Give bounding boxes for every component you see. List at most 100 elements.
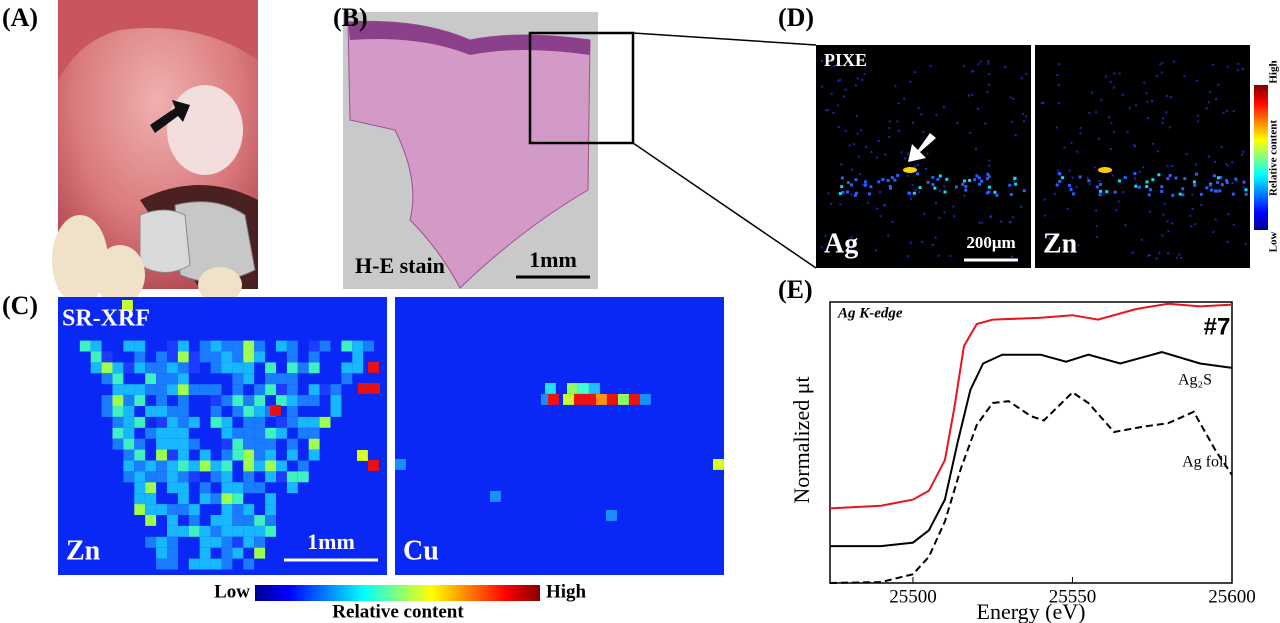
pixe-dot bbox=[839, 192, 842, 195]
xrf-cell bbox=[178, 482, 189, 493]
xrf-cell bbox=[134, 493, 145, 504]
pixe-dot bbox=[1122, 191, 1124, 193]
xrf-cell bbox=[156, 461, 167, 472]
pixe-dot bbox=[871, 151, 873, 153]
xrf-cell bbox=[243, 417, 254, 428]
label: Cu bbox=[403, 535, 439, 566]
xrf-cell bbox=[123, 395, 134, 406]
pixe-dot bbox=[1183, 177, 1186, 180]
label: Low bbox=[1268, 232, 1280, 253]
pixe-dot bbox=[1206, 107, 1208, 109]
pixe-dot bbox=[963, 65, 965, 67]
xrf-cell bbox=[145, 373, 156, 384]
xrf-cell bbox=[178, 504, 189, 515]
xrf-cell bbox=[629, 394, 640, 405]
pixe-dot bbox=[1025, 73, 1027, 75]
pixe-dot bbox=[1100, 99, 1102, 101]
xrf-cell bbox=[265, 471, 276, 482]
pixe-dot bbox=[1068, 184, 1071, 187]
label: 1mm bbox=[307, 529, 355, 554]
pixe-dot bbox=[907, 153, 909, 155]
series-line bbox=[830, 392, 1232, 583]
xrf-cell bbox=[287, 373, 298, 384]
xrf-cell bbox=[167, 439, 178, 450]
xrf-cell bbox=[270, 405, 281, 416]
xrf-cell bbox=[276, 471, 287, 482]
pixe-dot bbox=[1156, 258, 1158, 260]
xrf-cell bbox=[276, 417, 287, 428]
xrf-cell bbox=[232, 548, 243, 559]
xrf-cell bbox=[156, 384, 167, 395]
pixe-dot bbox=[1088, 112, 1090, 114]
pixe-dot bbox=[1237, 69, 1239, 71]
xrf-cell bbox=[243, 428, 254, 439]
xrf-cell bbox=[200, 537, 211, 548]
pixe-dot bbox=[1044, 215, 1046, 217]
label: (A) bbox=[2, 3, 38, 32]
pixe-dot bbox=[1020, 206, 1022, 208]
pixe-dot bbox=[912, 122, 914, 124]
pixe-dot bbox=[914, 71, 916, 73]
xrf-cell bbox=[265, 439, 276, 450]
pixe-dot bbox=[1169, 126, 1171, 128]
pixe-dot bbox=[1210, 189, 1213, 192]
xrf-cell bbox=[232, 395, 243, 406]
pixe-dot bbox=[918, 191, 920, 193]
pixe-dot bbox=[1159, 63, 1161, 65]
pixe-dot bbox=[1112, 174, 1114, 176]
xrf-cell bbox=[167, 461, 178, 472]
pixe-dot bbox=[1069, 170, 1071, 172]
pixe-dot bbox=[968, 95, 970, 97]
pixe-dot bbox=[1221, 183, 1224, 186]
pixe-dot bbox=[1245, 243, 1247, 245]
xrf-cell bbox=[222, 482, 233, 493]
xrf-cell bbox=[200, 548, 211, 559]
xrf-cell bbox=[254, 548, 265, 559]
pixe-dot bbox=[1132, 252, 1134, 254]
xrf-cell bbox=[178, 341, 189, 352]
xrf-cell bbox=[200, 482, 211, 493]
pixe-dot bbox=[904, 158, 906, 160]
xrf-cell bbox=[232, 537, 243, 548]
xrf-cell bbox=[167, 362, 178, 373]
xrf-cell bbox=[222, 428, 233, 439]
pixe-dot bbox=[1072, 177, 1074, 179]
pixe-dot bbox=[949, 255, 951, 257]
pixe-dot bbox=[1013, 98, 1015, 100]
xrf-cell bbox=[232, 428, 243, 439]
series-line bbox=[830, 304, 1232, 509]
pixe-dot bbox=[1217, 84, 1219, 86]
xrf-cell bbox=[222, 559, 233, 570]
zoom-line bbox=[633, 33, 816, 45]
pixe-dot bbox=[1165, 111, 1167, 113]
xrf-cell bbox=[156, 548, 167, 559]
pixe-dot bbox=[1009, 221, 1011, 223]
pixe-dot bbox=[975, 148, 977, 150]
xrf-cell bbox=[545, 383, 556, 394]
pixe-dot bbox=[880, 215, 882, 217]
pixe-dot bbox=[923, 131, 925, 133]
pixe-dot bbox=[1146, 101, 1148, 103]
pixe-dot bbox=[1217, 176, 1220, 179]
pixe-dot bbox=[1242, 68, 1244, 70]
xrf-cell bbox=[243, 395, 254, 406]
pixe-dot bbox=[858, 156, 860, 158]
pixe-dot bbox=[988, 73, 990, 75]
xrf-cell bbox=[352, 362, 363, 373]
pixe-dot bbox=[875, 249, 877, 251]
xrf-cell bbox=[276, 461, 287, 472]
xrf-cell bbox=[211, 526, 222, 537]
xrf-cell bbox=[287, 352, 298, 363]
xrf-cell bbox=[167, 537, 178, 548]
xrf-cell bbox=[222, 526, 233, 537]
pixe-dot bbox=[1076, 186, 1078, 188]
pixe-dot bbox=[981, 222, 983, 224]
pixe-dot bbox=[987, 91, 989, 93]
pixe-dot bbox=[843, 96, 845, 98]
pixe-dot bbox=[1233, 110, 1235, 112]
pixe-dot bbox=[1192, 208, 1194, 210]
pixe-dot bbox=[1099, 180, 1101, 182]
pixe-dot bbox=[1070, 142, 1072, 144]
pixe-dot bbox=[1160, 185, 1163, 188]
pixe-dot bbox=[990, 215, 992, 217]
